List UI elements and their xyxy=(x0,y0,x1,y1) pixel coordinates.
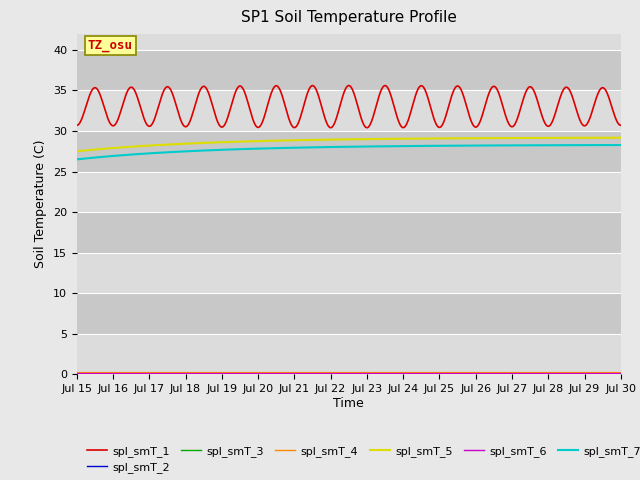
spl_smT_6 xyxy=(617,371,625,376)
spl_smT_1 xyxy=(225,111,232,117)
spl_smT_1 xyxy=(327,125,335,131)
spl_smT_5 xyxy=(225,139,232,145)
spl_smT_4 xyxy=(73,370,81,375)
spl_smT_6 xyxy=(402,371,410,376)
Bar xyxy=(77,50,621,90)
spl_smT_2 xyxy=(73,370,81,376)
spl_smT_3 xyxy=(402,370,410,376)
spl_smT_2 xyxy=(402,370,410,376)
spl_smT_3 xyxy=(617,370,625,376)
spl_smT_1 xyxy=(73,122,81,128)
spl_smT_1 xyxy=(402,122,410,128)
spl_smT_6 xyxy=(565,371,573,376)
spl_smT_2 xyxy=(617,370,625,376)
spl_smT_4 xyxy=(412,370,419,375)
spl_smT_1 xyxy=(617,122,625,128)
spl_smT_7 xyxy=(412,143,419,149)
Legend: spl_smT_1, spl_smT_2, spl_smT_3, spl_smT_4, spl_smT_5, spl_smT_6, spl_smT_7: spl_smT_1, spl_smT_2, spl_smT_3, spl_smT… xyxy=(83,441,640,478)
spl_smT_7 xyxy=(617,142,625,148)
spl_smT_2 xyxy=(189,370,197,376)
spl_smT_4 xyxy=(189,370,197,375)
spl_smT_1 xyxy=(189,108,197,114)
Bar xyxy=(77,90,621,131)
spl_smT_5 xyxy=(189,141,197,146)
Line: spl_smT_1: spl_smT_1 xyxy=(77,85,621,128)
spl_smT_4 xyxy=(225,370,232,375)
spl_smT_3 xyxy=(189,370,197,376)
Line: spl_smT_7: spl_smT_7 xyxy=(77,145,621,159)
spl_smT_5 xyxy=(565,135,573,141)
spl_smT_5 xyxy=(617,135,625,141)
spl_smT_6 xyxy=(225,371,232,376)
spl_smT_7 xyxy=(616,142,624,148)
spl_smT_3 xyxy=(412,370,419,376)
Y-axis label: Soil Temperature (C): Soil Temperature (C) xyxy=(35,140,47,268)
Bar xyxy=(77,171,621,212)
spl_smT_6 xyxy=(412,371,419,376)
spl_smT_3 xyxy=(616,370,624,376)
spl_smT_7 xyxy=(402,143,410,149)
spl_smT_7 xyxy=(565,142,573,148)
Text: TZ_osu: TZ_osu xyxy=(88,39,132,52)
spl_smT_5 xyxy=(73,148,81,154)
Bar xyxy=(77,212,621,252)
Bar xyxy=(77,293,621,334)
spl_smT_3 xyxy=(73,370,81,376)
spl_smT_6 xyxy=(73,371,81,376)
spl_smT_4 xyxy=(402,370,410,375)
spl_smT_6 xyxy=(189,371,197,376)
spl_smT_2 xyxy=(225,370,232,376)
X-axis label: Time: Time xyxy=(333,397,364,410)
spl_smT_1 xyxy=(412,93,419,98)
spl_smT_6 xyxy=(616,371,624,376)
spl_smT_5 xyxy=(412,136,419,142)
spl_smT_7 xyxy=(189,148,197,154)
Title: SP1 Soil Temperature Profile: SP1 Soil Temperature Profile xyxy=(241,11,457,25)
spl_smT_4 xyxy=(616,370,624,375)
spl_smT_2 xyxy=(412,370,419,376)
spl_smT_1 xyxy=(345,83,353,88)
spl_smT_5 xyxy=(402,136,410,142)
spl_smT_3 xyxy=(225,370,232,376)
spl_smT_1 xyxy=(566,87,573,93)
spl_smT_4 xyxy=(565,370,573,375)
Bar xyxy=(77,334,621,374)
spl_smT_7 xyxy=(225,147,232,153)
spl_smT_7 xyxy=(73,156,81,162)
spl_smT_3 xyxy=(565,370,573,376)
Bar xyxy=(77,131,621,171)
Line: spl_smT_5: spl_smT_5 xyxy=(77,138,621,151)
spl_smT_1 xyxy=(617,122,625,128)
spl_smT_2 xyxy=(616,370,624,376)
spl_smT_4 xyxy=(617,370,625,375)
spl_smT_2 xyxy=(565,370,573,376)
Bar xyxy=(77,252,621,293)
spl_smT_5 xyxy=(616,135,624,141)
